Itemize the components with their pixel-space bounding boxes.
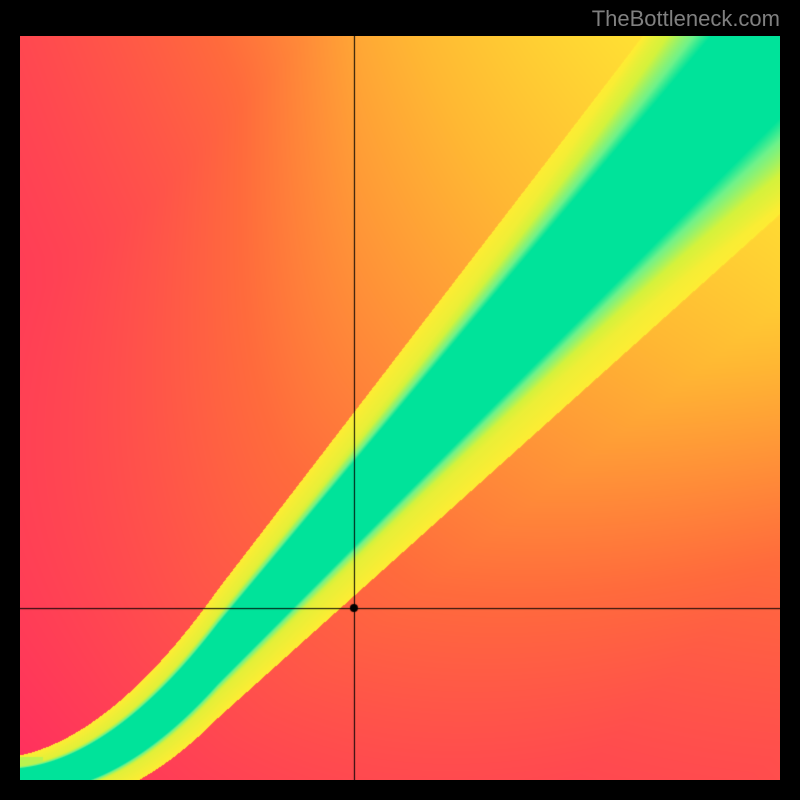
heatmap-canvas (20, 36, 780, 780)
bottleneck-heatmap (20, 36, 780, 780)
watermark-text: TheBottleneck.com (592, 6, 780, 32)
